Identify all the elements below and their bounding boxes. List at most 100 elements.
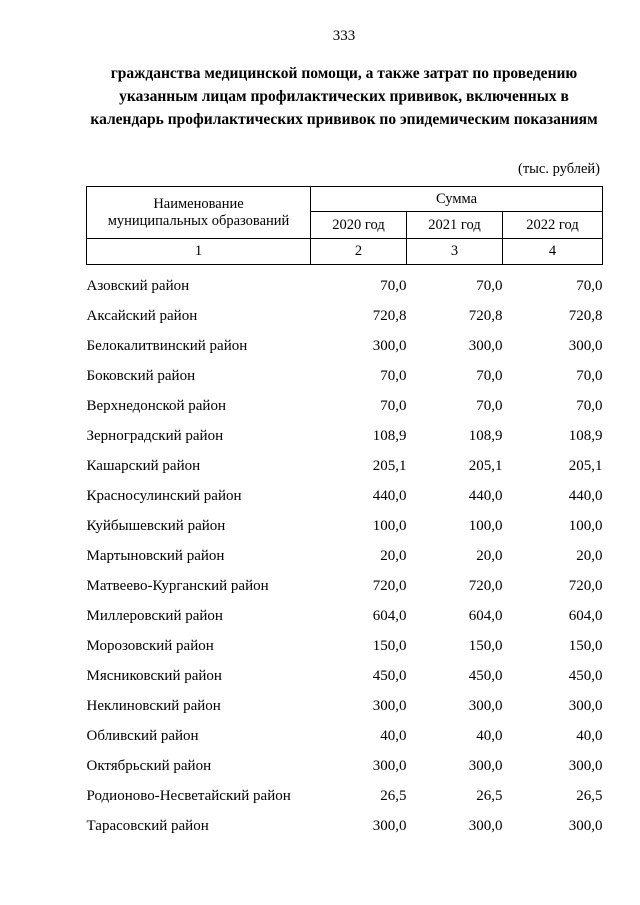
table-row: Обливский район 40,0 40,0 40,0 [87,721,603,751]
title-line-2: указанным лицам профилактических прививо… [119,88,569,105]
row-value-2022: 100,0 [568,517,603,534]
row-value-2021: 300,0 [468,697,503,714]
table-row: Тарасовский район 300,0 300,0 300,0 [87,811,603,841]
row-value-2022: 300,0 [568,757,603,774]
row-value-2022: 720,8 [568,307,603,324]
row-name: Куйбышевский район [86,517,226,534]
row-value-2020: 150,0 [372,637,407,654]
row-value-2021: 450,0 [468,667,503,684]
page-number: 333 [332,28,356,44]
row-name: Азовский район [86,277,190,294]
row-value-2022: 108,9 [568,427,603,444]
header-year-2022: 2022 год [501,211,604,239]
table-header: Наименование муниципальных образований С… [86,186,604,265]
row-value-2021: 440,0 [468,487,503,504]
row-name: Белокалитвинский район [86,337,248,354]
row-value-2020: 40,0 [380,727,407,744]
title-line-1: гражданства медицинской помощи, а также … [110,65,578,82]
row-value-2020: 300,0 [372,337,407,354]
row-value-2022: 450,0 [568,667,603,684]
table-body: Азовский район 70,0 70,0 70,0 Аксайский … [87,265,603,842]
row-value-2022: 40,0 [576,727,603,744]
row-value-2022: 70,0 [576,277,603,294]
table-row: Красносулинский район 440,0 440,0 440,0 [87,481,603,511]
header-name-line-2: муниципальных образований [107,212,290,229]
row-value-2022: 720,0 [568,577,603,594]
row-name: Верхнедонской район [86,397,226,414]
row-value-2021: 70,0 [476,367,503,384]
table-row: Родионово-Несветайский район 26,5 26,5 2… [87,781,603,811]
row-value-2020: 20,0 [380,547,407,564]
document-title: гражданства медицинской помощи, а также … [86,62,602,131]
appropriations-table: Наименование муниципальных образований С… [86,186,604,842]
row-value-2022: 20,0 [576,547,603,564]
row-value-2021: 720,0 [468,577,503,594]
table-row: Мясниковский район 450,0 450,0 450,0 [87,661,603,691]
header-name-column: Наименование муниципальных образований [86,186,311,239]
row-value-2021: 300,0 [468,817,503,834]
table-row: Кашарский район 205,1 205,1 205,1 [87,451,603,481]
row-name: Обливский район [86,727,199,744]
row-value-2021: 26,5 [476,787,503,804]
header-group-row: Наименование муниципальных образований С… [86,186,604,239]
row-value-2020: 70,0 [380,277,407,294]
row-value-2020: 100,0 [372,517,407,534]
table-row: Зерноградский район 108,9 108,9 108,9 [87,421,603,451]
row-value-2021: 604,0 [468,607,503,624]
row-value-2020: 604,0 [372,607,407,624]
table-row: Миллеровский район 604,0 604,0 604,0 [87,601,603,631]
row-value-2020: 300,0 [372,757,407,774]
table-row: Матвеево-Курганский район 720,0 720,0 72… [87,571,603,601]
row-value-2021: 40,0 [476,727,503,744]
row-name: Миллеровский район [86,607,223,624]
table-row: Морозовский район 150,0 150,0 150,0 [87,631,603,661]
header-index-3: 3 [406,238,503,265]
row-value-2022: 300,0 [568,697,603,714]
table-row: Куйбышевский район 100,0 100,0 100,0 [87,511,603,541]
table-row: Неклиновский район 300,0 300,0 300,0 [87,691,603,721]
page-content: 333 гражданства медицинской помощи, а та… [86,0,604,842]
row-name: Тарасовский район [86,817,209,834]
row-value-2021: 20,0 [476,547,503,564]
row-value-2021: 205,1 [468,457,503,474]
table-row: Верхнедонской район 70,0 70,0 70,0 [87,391,603,421]
table-row: Белокалитвинский район 300,0 300,0 300,0 [87,331,603,361]
table-row: Октябрьский район 300,0 300,0 300,0 [87,751,603,781]
row-value-2021: 150,0 [468,637,503,654]
row-value-2020: 300,0 [372,817,407,834]
row-value-2022: 440,0 [568,487,603,504]
row-value-2022: 150,0 [568,637,603,654]
row-value-2022: 300,0 [568,337,603,354]
table-row: Аксайский район 720,8 720,8 720,8 [87,301,603,331]
header-year-2020: 2020 год [310,211,407,239]
row-name: Октябрьский район [86,757,212,774]
row-value-2020: 108,9 [372,427,407,444]
title-line-3: календарь профилактических прививок по э… [90,111,598,128]
table-row: Азовский район 70,0 70,0 70,0 [87,265,603,302]
row-name: Зерноградский район [86,427,224,444]
row-name: Красносулинский район [86,487,242,504]
row-value-2022: 70,0 [576,367,603,384]
units-note: (тыс. рублей) [518,161,600,177]
header-sum-group: Сумма [309,186,604,212]
row-value-2020: 70,0 [380,367,407,384]
row-value-2021: 720,8 [468,307,503,324]
row-name: Мясниковский район [86,667,222,684]
row-value-2020: 70,0 [380,397,407,414]
row-value-2020: 205,1 [372,457,407,474]
table-row: Боковский район 70,0 70,0 70,0 [87,361,603,391]
row-value-2021: 300,0 [468,757,503,774]
row-name: Родионово-Несветайский район [86,787,291,804]
row-value-2021: 70,0 [476,397,503,414]
row-value-2022: 70,0 [576,397,603,414]
row-value-2021: 70,0 [476,277,503,294]
header-index-2: 2 [310,238,407,265]
row-value-2020: 26,5 [380,787,407,804]
row-name: Матвеево-Курганский район [86,577,269,594]
row-value-2020: 440,0 [372,487,407,504]
row-value-2022: 26,5 [576,787,603,804]
header-years-row: 2020 год 2021 год 2022 год [87,211,604,239]
row-value-2021: 100,0 [468,517,503,534]
header-index-row: 1 2 3 4 [86,238,604,265]
row-name: Мартыновский район [86,547,225,564]
